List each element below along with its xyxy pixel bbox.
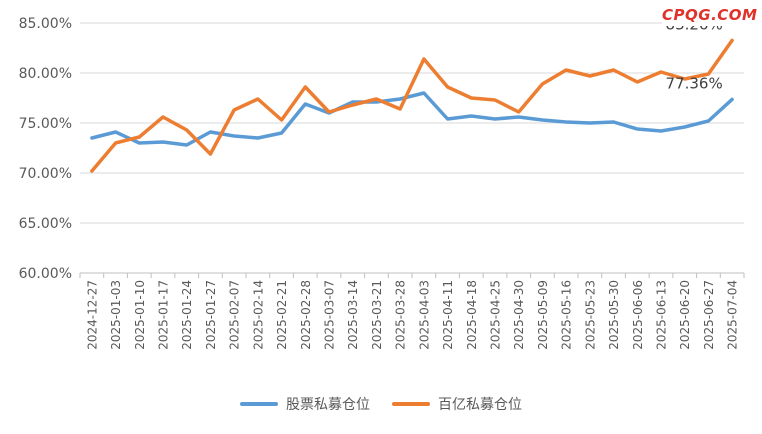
x-tick-label: 2025-06-06 bbox=[631, 280, 645, 350]
y-tick-label: 85.00% bbox=[19, 16, 72, 32]
y-axis-tick-labels: 60.00% 65.00% 70.00% 75.00% 80.00% 85.00% bbox=[19, 16, 72, 282]
y-tick-label: 60.00% bbox=[19, 266, 72, 282]
x-tick-label: 2025-03-14 bbox=[346, 280, 360, 350]
x-axis bbox=[79, 272, 745, 278]
x-tick-label: 2025-04-30 bbox=[512, 280, 526, 350]
x-tick-label: 2025-06-20 bbox=[678, 280, 692, 350]
x-tick-label: 2025-04-03 bbox=[417, 280, 431, 350]
x-tick-label: 2024-12-27 bbox=[85, 280, 99, 350]
x-tick-label: 2025-04-11 bbox=[441, 280, 455, 350]
data-label-stock-last: 77.36% bbox=[666, 74, 723, 92]
y-tick-label: 65.00% bbox=[19, 216, 72, 232]
x-tick-label: 2025-06-27 bbox=[702, 280, 716, 350]
y-tick-label: 75.00% bbox=[19, 116, 72, 132]
series-line-stock bbox=[90, 91, 734, 147]
y-tick-label: 70.00% bbox=[19, 166, 72, 182]
x-tick-label: 2025-03-07 bbox=[323, 280, 337, 350]
x-tick-label: 2025-01-27 bbox=[204, 280, 218, 350]
x-tick-label: 2025-01-24 bbox=[180, 280, 194, 350]
legend-item-stock: 股票私募仓位 bbox=[240, 394, 370, 414]
x-tick-label: 2025-01-03 bbox=[109, 280, 123, 350]
series-lines bbox=[90, 38, 734, 173]
y-tick-label: 80.00% bbox=[19, 66, 72, 82]
x-tick-label: 2025-05-09 bbox=[536, 280, 550, 350]
x-tick-label: 2025-03-21 bbox=[370, 280, 384, 350]
x-tick-label: 2025-02-14 bbox=[251, 280, 265, 350]
legend-swatch-billion bbox=[392, 402, 430, 406]
gridlines bbox=[80, 22, 744, 224]
x-tick-label: 2025-02-21 bbox=[275, 280, 289, 350]
x-tick-label: 2025-05-30 bbox=[607, 280, 621, 350]
x-tick-label: 2025-02-28 bbox=[299, 280, 313, 350]
legend-label-billion: 百亿私募仓位 bbox=[438, 397, 522, 413]
x-tick-label: 2025-01-10 bbox=[133, 280, 147, 350]
x-tick-label: 2025-01-17 bbox=[157, 280, 171, 350]
x-axis-tick-labels: 2024-12-27 2025-01-03 2025-01-10 2025-01-17… bbox=[85, 280, 739, 350]
x-tick-label: 2025-04-25 bbox=[489, 280, 503, 350]
data-labels: 77.36%83.26% bbox=[666, 15, 723, 92]
x-tick-label: 2025-05-16 bbox=[560, 280, 574, 350]
series-line-billion bbox=[90, 38, 734, 173]
x-tick-label: 2025-05-23 bbox=[583, 280, 597, 350]
x-tick-label: 2025-03-28 bbox=[394, 280, 408, 350]
watermark-logo: CPQG.COM bbox=[662, 4, 762, 26]
legend-item-billion: 百亿私募仓位 bbox=[392, 394, 522, 414]
x-tick-label: 2025-02-07 bbox=[228, 280, 242, 350]
legend: 股票私募仓位 百亿私募仓位 bbox=[0, 392, 762, 416]
x-tick-label: 2025-06-13 bbox=[655, 280, 669, 350]
x-tick-label: 2025-07-04 bbox=[726, 280, 740, 350]
legend-label-stock: 股票私募仓位 bbox=[286, 397, 370, 413]
legend-swatch-stock bbox=[240, 402, 278, 406]
x-tick-label: 2025-04-18 bbox=[465, 280, 479, 350]
